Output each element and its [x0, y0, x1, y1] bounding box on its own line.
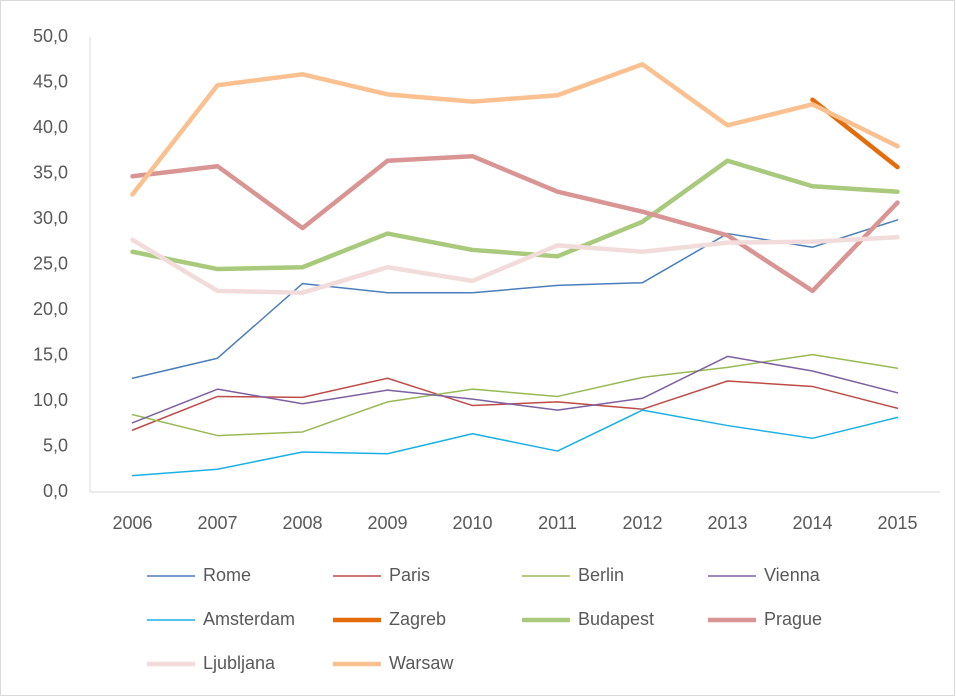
y-tick-label: 20,0	[33, 299, 68, 319]
x-tick-label: 2006	[112, 513, 152, 533]
legend-label: Amsterdam	[203, 609, 295, 629]
legend-label: Paris	[389, 565, 430, 585]
x-tick-label: 2011	[538, 513, 577, 533]
legend-label: Rome	[203, 565, 251, 585]
y-tick-label: 50,0	[33, 26, 68, 46]
y-tick-label: 40,0	[33, 117, 68, 137]
series-line	[131, 409, 899, 477]
series-line	[131, 355, 899, 424]
x-tick-label: 2014	[792, 513, 832, 533]
x-tick-label: 2007	[197, 513, 237, 533]
series-line	[130, 153, 900, 294]
legend-label: Ljubljana	[203, 653, 276, 673]
y-tick-label: 25,0	[33, 253, 68, 273]
x-tick-label: 2012	[622, 513, 662, 533]
legend-label: Prague	[764, 609, 822, 629]
x-tick-label: 2013	[707, 513, 747, 533]
y-tick-label: 15,0	[33, 344, 68, 364]
y-tick-label: 45,0	[33, 71, 68, 91]
legend-label: Warsaw	[389, 653, 454, 673]
y-tick-label: 30,0	[33, 208, 68, 228]
series-line	[130, 158, 900, 272]
y-tick-label: 10,0	[33, 390, 68, 410]
y-tick-label: 5,0	[43, 435, 68, 455]
legend-label: Vienna	[764, 565, 821, 585]
x-tick-label: 2008	[282, 513, 322, 533]
y-tick-label: 35,0	[33, 162, 68, 182]
legend-label: Zagreb	[389, 609, 446, 629]
x-tick-label: 2010	[452, 513, 492, 533]
series-line	[131, 353, 899, 437]
x-tick-label: 2009	[367, 513, 407, 533]
series-line	[130, 234, 900, 295]
x-tick-label: 2015	[877, 513, 917, 533]
legend-label: Berlin	[578, 565, 624, 585]
legend-label: Budapest	[578, 609, 654, 629]
y-tick-label: 0,0	[43, 481, 68, 501]
series-line	[130, 62, 900, 197]
